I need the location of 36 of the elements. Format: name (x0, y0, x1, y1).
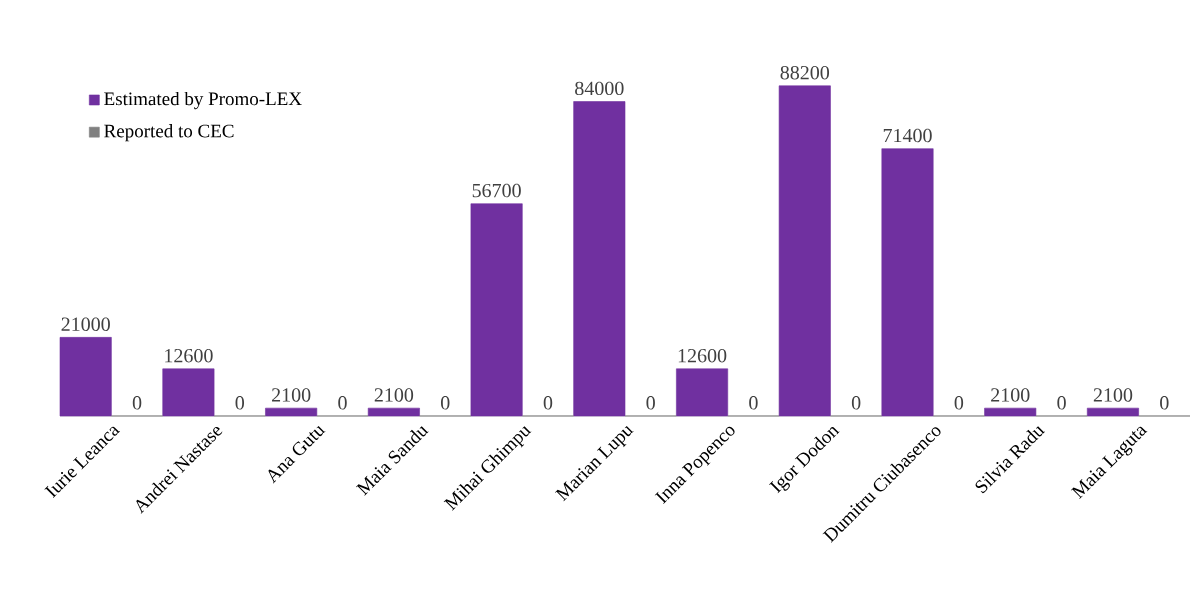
data-label: 21000 (61, 317, 110, 331)
data-label: 0 (440, 396, 450, 410)
data-label: 0 (954, 396, 964, 410)
data-label: 12600 (678, 348, 727, 363)
data-label: 0 (235, 396, 245, 410)
legend-label: Reported to CEC (104, 124, 234, 142)
data-label: 88200 (780, 65, 830, 80)
data-label: 2100 (1093, 388, 1133, 402)
bar (162, 368, 215, 417)
bar (367, 407, 420, 417)
bar (676, 368, 729, 417)
data-label: 0 (132, 396, 142, 410)
bar (573, 101, 626, 417)
data-label: 84000 (575, 81, 624, 96)
data-label: 56700 (472, 183, 521, 198)
bar (984, 407, 1037, 417)
data-label: 0 (338, 396, 347, 410)
data-label: 0 (851, 396, 861, 410)
bar (59, 337, 112, 417)
bar (881, 148, 934, 417)
bar (778, 85, 831, 417)
data-label: 0 (749, 396, 758, 410)
bar (470, 203, 523, 417)
legend-label: Estimated by Promo-LEX (104, 91, 302, 110)
bar (1086, 407, 1139, 417)
data-label: 0 (1160, 396, 1169, 410)
data-label: 2100 (272, 388, 311, 402)
data-label: 71400 (883, 128, 932, 143)
data-label: 2100 (374, 388, 414, 402)
x-tick-label: Ana Gutu (268, 425, 326, 484)
data-label: 0 (543, 396, 553, 410)
data-label: 0 (1057, 396, 1066, 410)
data-label: 12600 (165, 348, 213, 363)
data-label: 0 (646, 396, 655, 410)
bar (265, 407, 318, 417)
data-label: 2100 (991, 388, 1030, 402)
